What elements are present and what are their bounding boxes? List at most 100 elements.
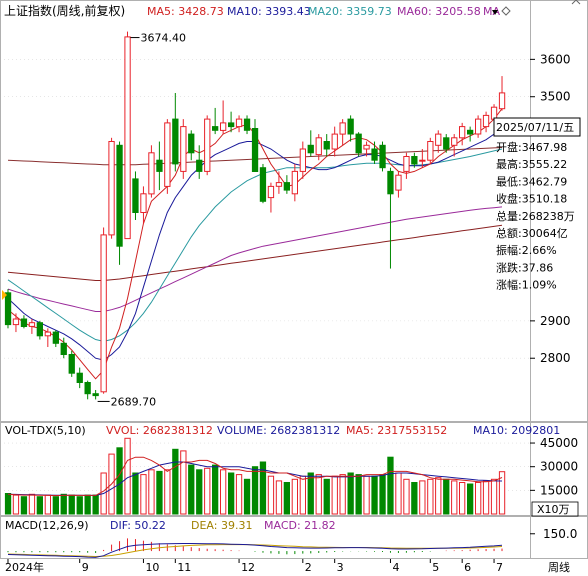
time-axis: 2024年 9 10 11 12 2 3 4 5 6 7 xyxy=(5,559,503,574)
cursor-date: 2025/07/11/五 xyxy=(496,121,574,134)
dif-line xyxy=(7,543,503,558)
info-panel: 2025/07/11/五 开盘:3467.98 最高:3555.22 最低:3462… xyxy=(493,117,581,292)
volume-bar xyxy=(84,494,91,515)
volume-bar xyxy=(451,480,458,515)
top-right-icons[interactable] xyxy=(492,0,581,16)
volume-bar xyxy=(435,477,442,515)
candle xyxy=(443,134,450,153)
volume-bar xyxy=(148,469,155,515)
volume-bar xyxy=(291,478,299,515)
volume-bar xyxy=(363,475,370,515)
candle xyxy=(498,76,506,111)
info-row: 最低:3462.79 xyxy=(496,175,567,188)
triangle-icon[interactable] xyxy=(492,10,498,15)
candle xyxy=(291,163,299,202)
candle xyxy=(44,328,52,348)
volume-bar xyxy=(307,472,314,515)
low-annotation: 2689.70 xyxy=(97,395,156,408)
ma20-line xyxy=(7,148,503,342)
volume-legend-ma10: MA10: 2092801 xyxy=(473,424,560,437)
volume-bar xyxy=(339,474,346,515)
candle-body xyxy=(482,114,490,128)
candle xyxy=(228,111,235,133)
candle xyxy=(259,163,267,204)
volume-bar xyxy=(12,494,20,515)
period-label[interactable]: 周线 xyxy=(548,560,570,574)
date-box xyxy=(493,117,581,137)
candle xyxy=(387,167,394,269)
volume-bar xyxy=(315,474,322,515)
macd-lines xyxy=(7,543,503,558)
price-tick-label: 3500 xyxy=(540,90,571,104)
candle xyxy=(4,289,12,329)
candle xyxy=(451,134,458,157)
volume-bar xyxy=(419,480,426,515)
candle xyxy=(323,134,330,157)
high-value-label: 3674.40 xyxy=(141,32,187,45)
candle-body xyxy=(427,141,434,161)
candle-body xyxy=(36,322,44,337)
candle xyxy=(459,122,466,146)
macd-histogram xyxy=(7,538,503,555)
candle-body xyxy=(235,118,243,128)
candle-body xyxy=(490,106,498,120)
candle xyxy=(235,115,243,133)
candle xyxy=(204,115,211,176)
time-tick-label: 3 xyxy=(337,561,344,574)
candle xyxy=(243,115,251,135)
dea-line xyxy=(7,544,503,558)
volume-bar xyxy=(212,464,219,515)
volume-bar xyxy=(220,469,227,515)
volume-bar xyxy=(482,480,490,515)
price-tick-label: 2900 xyxy=(540,314,571,328)
candle xyxy=(482,111,490,133)
candle xyxy=(427,137,434,164)
time-tick-label: 4 xyxy=(392,561,399,574)
diamond-icon[interactable] xyxy=(501,6,511,16)
candle xyxy=(347,115,354,142)
time-tick-label: 5 xyxy=(432,561,439,574)
volume-bar xyxy=(395,472,402,515)
info-row: 涨跌:37.86 xyxy=(496,260,553,274)
volume-bar xyxy=(355,474,362,515)
candle xyxy=(116,141,123,265)
candle xyxy=(12,313,20,333)
volume-tick-label: 15000 xyxy=(540,483,578,497)
candle-body xyxy=(228,122,235,128)
volume-bar xyxy=(243,478,251,515)
candle-body xyxy=(315,137,322,156)
volume-bar xyxy=(259,461,267,515)
chevron-up-icon[interactable] xyxy=(571,0,581,5)
candle-body xyxy=(347,118,354,135)
macd-legend: MACD(12,26,9) DIF: 50.22 DEA: 39.31 MACD: 2… xyxy=(5,519,336,532)
chart-title: 上证指数(周线,前复权) xyxy=(4,3,125,18)
volume-bar xyxy=(140,474,147,515)
candle xyxy=(379,141,386,172)
volume-bar xyxy=(467,483,474,515)
candle xyxy=(331,126,338,157)
candle-body xyxy=(76,372,83,384)
volume-ma5-line xyxy=(7,456,503,497)
info-row: 总额:30064亿 xyxy=(496,226,568,240)
volume-bar xyxy=(427,478,434,515)
candle-body xyxy=(459,126,466,139)
volume-unit-box xyxy=(531,501,579,517)
volume-bar xyxy=(267,475,275,515)
candle xyxy=(60,337,67,359)
candle-body xyxy=(60,342,67,355)
candle-body xyxy=(411,156,418,165)
ma120-line xyxy=(7,224,503,281)
candle xyxy=(124,31,131,240)
left-edge-marker xyxy=(2,290,7,300)
candle-body xyxy=(28,322,36,327)
volume-bar xyxy=(299,475,307,515)
volume-header: VOL-TDX(5,10) xyxy=(5,424,86,437)
candle-body xyxy=(140,193,147,214)
volume-bar xyxy=(68,494,75,515)
candle xyxy=(299,141,307,179)
volume-bar xyxy=(498,471,506,515)
candle xyxy=(20,315,28,329)
candle-body xyxy=(84,382,91,395)
candle-body xyxy=(323,141,330,150)
